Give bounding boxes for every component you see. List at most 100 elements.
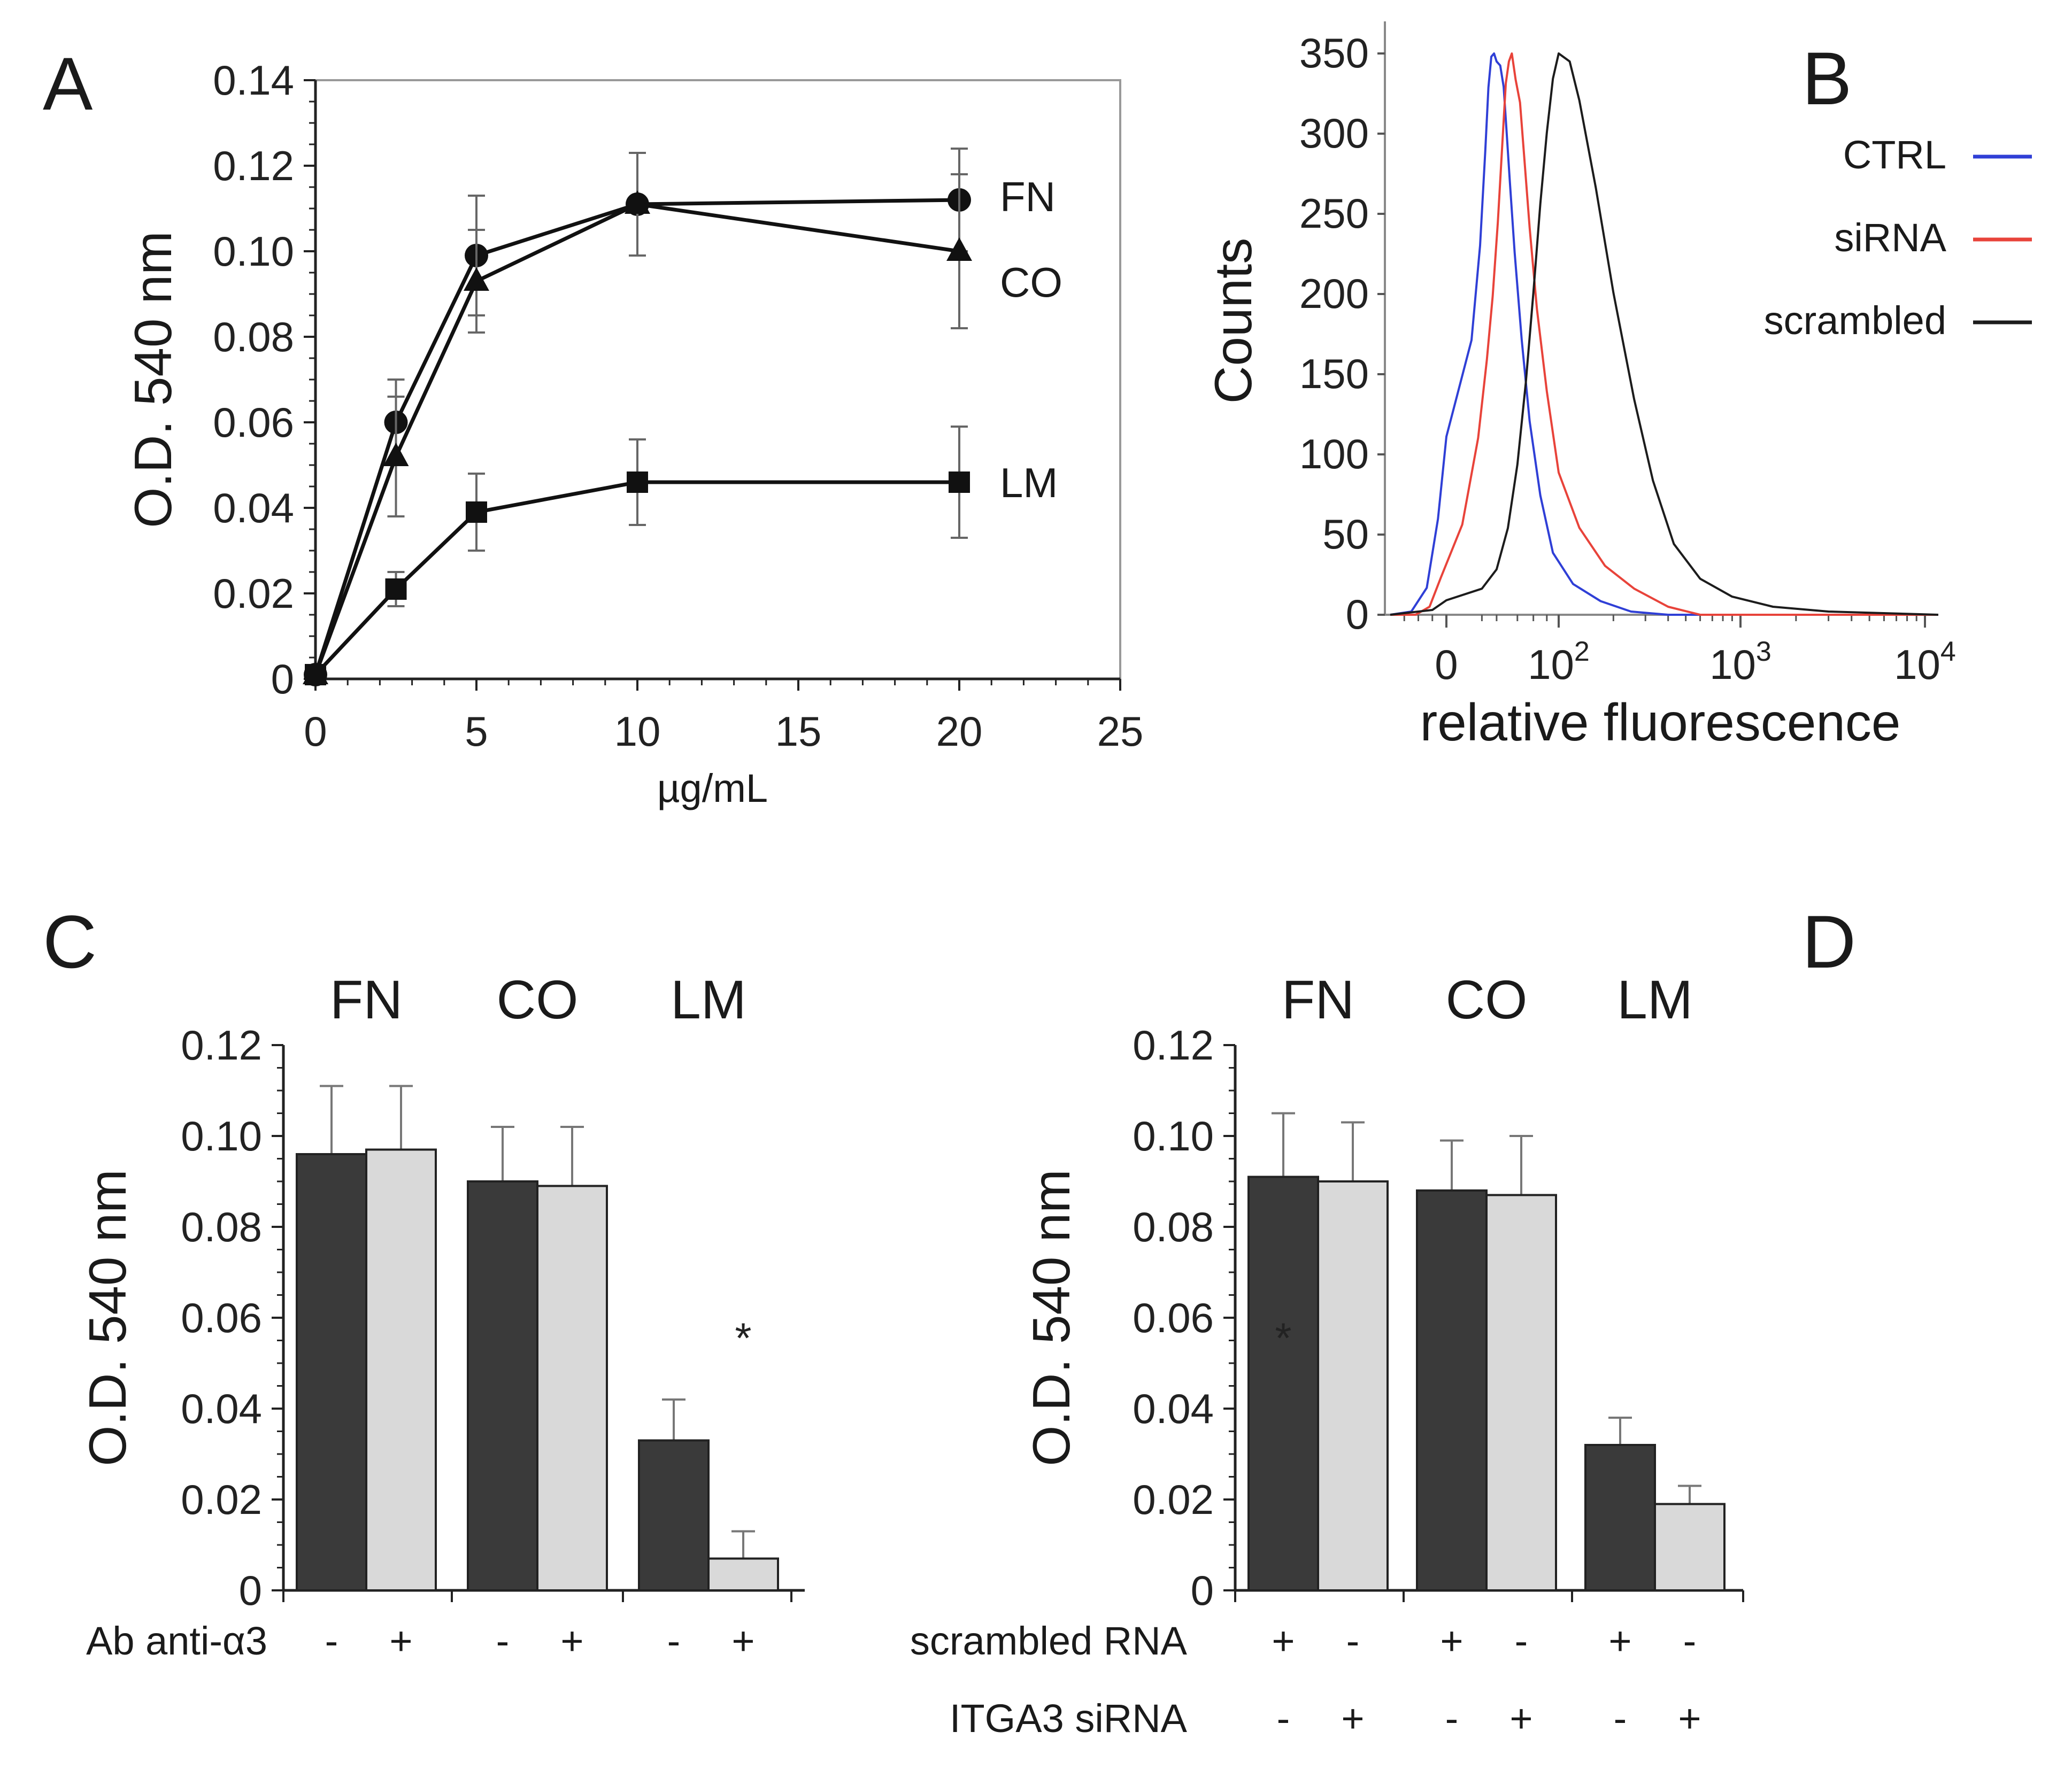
x-tick-label: 25 <box>1097 708 1144 755</box>
condition-sign: + <box>1341 1696 1364 1741</box>
y-tick-label: 0 <box>1191 1567 1214 1614</box>
condition-sign: - <box>1346 1619 1360 1663</box>
panel-letter: A <box>43 42 93 126</box>
panel-c: C 0 0.02 0.04 0.06 0.08 0.10 0.12 O.D. 540 nm FN C… <box>43 900 805 1663</box>
panel-d: D 0 0.02 0.04 0.06 0.08 0.10 0.12 O.D. 540 nm FN C… <box>910 900 1856 1741</box>
condition-sign: - <box>1277 1696 1290 1741</box>
y-axis-title: O.D. 540 nm <box>78 1169 137 1466</box>
y-tick-label: 0.04 <box>1133 1385 1214 1432</box>
condition-sign: + <box>1678 1696 1701 1741</box>
histogram-scrambled <box>1390 52 1939 616</box>
histogram-sirna <box>1390 52 1938 616</box>
y-tick-label: 0.10 <box>1133 1112 1214 1159</box>
y-tick-label: 0 <box>271 655 294 702</box>
condition-sign: - <box>1614 1696 1627 1741</box>
data-point <box>464 267 489 291</box>
condition-row-label: ITGA3 siRNA <box>950 1696 1188 1741</box>
histogram-ctrl <box>1390 52 1938 616</box>
bar-fn-dark <box>296 1153 367 1591</box>
y-tick-label: 0.06 <box>181 1294 262 1341</box>
y-tick-label: 350 <box>1299 29 1369 76</box>
y-tick-label: 250 <box>1299 190 1369 237</box>
condition-sign: + <box>389 1619 412 1663</box>
y-tick-label: 0.10 <box>213 228 294 275</box>
x-tick-label: 102 <box>1528 636 1590 688</box>
y-tick-label: 0.12 <box>1133 1022 1214 1069</box>
group-label-co: CO <box>1446 969 1528 1030</box>
x-tick-exponent: 2 <box>1574 636 1590 667</box>
data-point <box>949 471 970 493</box>
data-point <box>383 443 409 466</box>
data-point <box>946 237 972 261</box>
plot-frame <box>314 79 1121 680</box>
bar-lm-dark <box>638 1439 710 1591</box>
data-point <box>305 664 326 685</box>
y-tick-label: 0.04 <box>213 484 294 531</box>
condition-row-label: scrambled RNA <box>910 1619 1188 1663</box>
condition-sign: - <box>1515 1619 1528 1663</box>
condition-sign: - <box>496 1619 510 1663</box>
group-label-fn: FN <box>330 969 403 1030</box>
bar-fn-light <box>1317 1180 1389 1591</box>
condition-sign: + <box>560 1619 583 1663</box>
y-tick-label: 0.02 <box>1133 1476 1214 1523</box>
data-point <box>625 190 650 214</box>
condition-sign: - <box>1683 1619 1697 1663</box>
x-tick-label: 104 <box>1894 636 1956 688</box>
data-point <box>385 578 407 600</box>
y-tick-label: 0.12 <box>213 142 294 189</box>
data-point <box>466 501 487 523</box>
y-tick-label: 0.08 <box>181 1203 262 1250</box>
y-tick-label: 0.08 <box>213 313 294 360</box>
bar-co-light <box>1485 1194 1557 1591</box>
bar-co-dark <box>467 1180 538 1591</box>
bar-co-dark <box>1416 1189 1488 1591</box>
x-tick-base: 10 <box>1894 641 1940 688</box>
y-tick-label: 200 <box>1299 270 1369 317</box>
y-tick-label: 50 <box>1322 511 1369 558</box>
x-tick-exponent: 3 <box>1756 636 1771 667</box>
y-tick-label: 300 <box>1299 110 1369 157</box>
condition-sign: + <box>1608 1619 1631 1663</box>
bar-fn-light <box>365 1148 437 1591</box>
y-tick-label: 0.06 <box>213 399 294 446</box>
condition-sign: - <box>1445 1696 1459 1741</box>
series-label-co: CO <box>1000 259 1062 306</box>
legend-label-scrambled: scrambled <box>1764 298 1946 343</box>
bar-lm-light <box>1654 1503 1726 1591</box>
significance-marker: * <box>1275 1315 1291 1362</box>
y-tick-label: 0 <box>239 1567 262 1614</box>
bar-co-light <box>536 1185 608 1591</box>
panel-a: A 0 0.02 0.04 0.06 0.08 0.10 0.12 0.14 0 5 10 15 20 25… <box>43 42 1143 810</box>
y-tick-label: 0.14 <box>213 57 294 104</box>
group-label-lm: LM <box>1617 969 1693 1030</box>
condition-sign: + <box>731 1619 754 1663</box>
y-tick-label: 0.12 <box>181 1022 262 1069</box>
condition-sign: - <box>325 1619 338 1663</box>
x-tick-label: 20 <box>936 708 983 755</box>
group-label-co: CO <box>497 969 579 1030</box>
condition-sign: + <box>1509 1696 1532 1741</box>
bar-fn-dark <box>1247 1176 1319 1591</box>
y-tick-label: 150 <box>1299 350 1369 397</box>
bar-lm-light <box>707 1557 779 1591</box>
condition-sign: - <box>667 1619 681 1663</box>
x-tick-exponent: 4 <box>1940 636 1956 667</box>
group-label-lm: LM <box>671 969 746 1030</box>
y-tick-label: 0 <box>1346 591 1369 638</box>
x-tick-label: 10 <box>614 708 661 755</box>
y-tick-label: 0.06 <box>1133 1294 1214 1341</box>
condition-sign: + <box>1440 1619 1463 1663</box>
y-axis-title: O.D. 540 nm <box>124 231 182 528</box>
x-axis-title: µg/mL <box>657 766 768 810</box>
legend-label-sirna: siRNA <box>1834 215 1946 260</box>
y-tick-label: 0.02 <box>213 570 294 617</box>
x-tick-label: 0 <box>1435 641 1458 688</box>
significance-marker: * <box>735 1315 751 1362</box>
series-label-lm: LM <box>1000 459 1058 506</box>
data-point <box>627 471 648 493</box>
x-tick-label: 5 <box>465 708 488 755</box>
legend-label-ctrl: CTRL <box>1843 133 1946 177</box>
